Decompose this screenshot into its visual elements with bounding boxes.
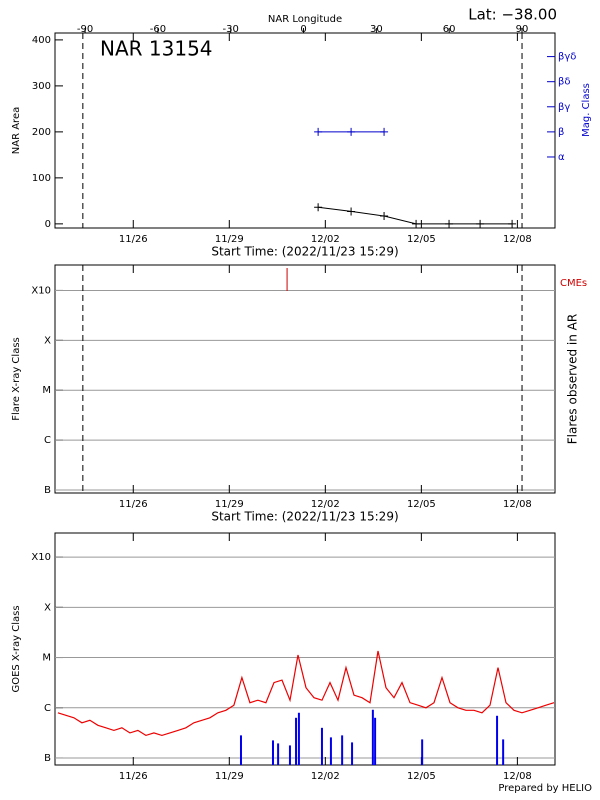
point-marker — [314, 127, 323, 136]
x-tick-label: 12/08 — [503, 499, 532, 510]
y-tick-label: 300 — [32, 81, 51, 92]
point-marker — [314, 203, 323, 212]
y-axis-label: GOES X-ray Class — [11, 605, 22, 692]
footer: Prepared by HELIO — [498, 783, 592, 794]
flare-bar — [288, 745, 291, 765]
x-tick-label: 12/02 — [311, 499, 340, 510]
y-tick-label: 100 — [32, 173, 51, 184]
y2-tick-label: βγ — [558, 102, 570, 113]
flare-bar — [277, 743, 280, 765]
flare-bar — [374, 717, 377, 765]
plot-frame — [54, 264, 556, 494]
y2-tick-label: βδ — [558, 77, 571, 88]
flare-bar — [297, 712, 300, 765]
point-marker — [508, 219, 517, 228]
y-tick-label: B — [44, 753, 51, 764]
point-marker — [380, 212, 389, 221]
y-tick-label: M — [42, 653, 51, 664]
y-axis-label: Flare X-ray Class — [11, 337, 22, 421]
flare-bar — [329, 737, 332, 765]
point-marker — [380, 127, 389, 136]
y-tick-label: M — [42, 385, 51, 396]
x-tick-label: 11/29 — [215, 499, 244, 510]
latitude-label: Lat: −38.00 — [468, 6, 557, 24]
flare-bar — [502, 739, 505, 765]
x-tick-label: 11/26 — [119, 771, 148, 782]
x-tick-label: 11/29 — [215, 234, 244, 245]
x-tick-label: 12/05 — [407, 234, 436, 245]
flare-bar — [421, 739, 424, 765]
point-marker — [347, 207, 356, 216]
y-tick-label: 0 — [45, 219, 51, 230]
x-tick-label: 12/05 — [407, 499, 436, 510]
x-axis-label: Start Time: (2022/11/23 15:29) — [211, 510, 398, 524]
point-marker — [412, 219, 421, 228]
y-tick-label: B — [44, 485, 51, 496]
flare-bar — [320, 727, 323, 765]
y2-tick-label: β — [558, 127, 564, 138]
point-marker — [476, 219, 485, 228]
plot-frame — [54, 32, 556, 229]
y2-axis-label: Flares observed in AR — [566, 314, 580, 444]
legend-entry: CMEs — [560, 278, 587, 289]
point-marker — [445, 219, 454, 228]
y-tick-label: X10 — [31, 285, 51, 296]
x-tick-label: 11/26 — [119, 499, 148, 510]
x-tick-label: 12/02 — [311, 771, 340, 782]
y2-tick-label: α — [558, 152, 565, 163]
flare-bar — [496, 715, 499, 765]
y-axis-label: NAR Area — [11, 107, 22, 154]
flare-bar — [239, 735, 242, 765]
x-tick-label: 11/29 — [215, 771, 244, 782]
x-tick-label: 12/05 — [407, 771, 436, 782]
x2-axis-label: NAR Longitude — [268, 14, 342, 25]
y-tick-label: X — [44, 602, 51, 613]
flare-bar — [271, 740, 274, 765]
y-tick-label: C — [44, 435, 51, 446]
x-tick-label: 11/26 — [119, 234, 148, 245]
x-tick-label: 12/08 — [503, 234, 532, 245]
series-line — [57, 650, 555, 737]
region-label: NAR 13154 — [100, 37, 213, 61]
point-marker — [347, 127, 356, 136]
flare-bar — [341, 735, 344, 765]
plot-frame — [54, 532, 556, 766]
y-tick-label: X10 — [31, 552, 51, 563]
x-tick-label: 12/02 — [311, 234, 340, 245]
y-tick-label: 200 — [32, 127, 51, 138]
y-tick-label: C — [44, 703, 51, 714]
y-tick-label: 400 — [32, 35, 51, 46]
flare-bar — [295, 717, 298, 765]
y2-axis-label: Mag. Class — [581, 83, 592, 137]
flare-bar — [351, 742, 354, 765]
x-axis-label: Start Time: (2022/11/23 15:29) — [211, 245, 398, 259]
series-line — [318, 206, 513, 225]
x-tick-label: 12/08 — [503, 771, 532, 782]
y-tick-label: X — [44, 335, 51, 346]
flare-bar — [371, 709, 374, 765]
y2-tick-label: βγδ — [558, 52, 576, 63]
